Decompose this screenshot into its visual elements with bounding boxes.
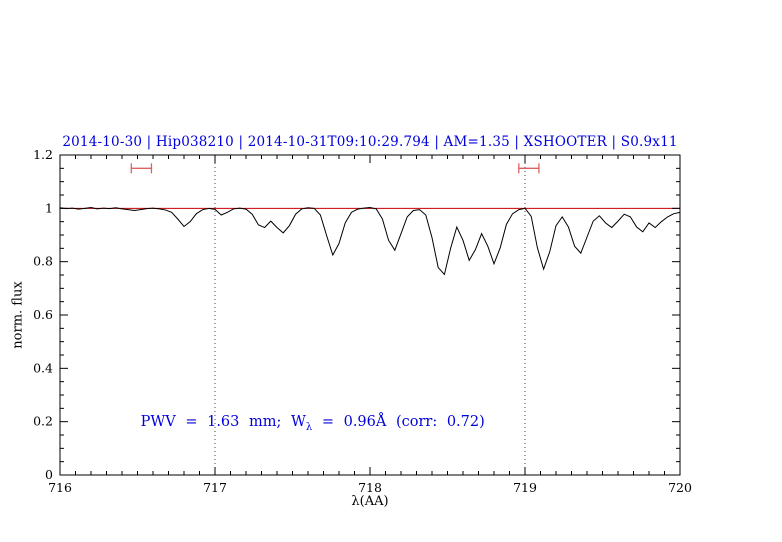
- y-axis-label: norm. flux: [10, 281, 26, 349]
- x-tick-label: 720: [668, 480, 692, 495]
- y-tick-label: 0.4: [33, 360, 53, 375]
- spectrum-line: [59, 207, 681, 276]
- axis-ticks: [59, 154, 681, 476]
- y-tick-label: 1.2: [33, 147, 53, 162]
- y-tick-label: 0: [45, 467, 53, 482]
- interval-marker: [518, 163, 540, 174]
- x-axis-label: λ(AA): [351, 494, 389, 509]
- plot-title: 2014-10-30 | Hip038210 | 2014-10-31T09:1…: [62, 134, 678, 150]
- y-tick-label: 0.2: [33, 414, 53, 429]
- y-tick-label: 0.8: [33, 254, 53, 269]
- lambda-subscript: λ: [305, 421, 313, 433]
- pwv-annotation-text: PWV = 1.63 mm; W: [140, 414, 306, 430]
- y-tick-label: 1: [45, 200, 53, 215]
- x-tick-label: 716: [48, 480, 72, 495]
- x-tick-label: 717: [203, 480, 227, 495]
- x-tick-label: 718: [358, 480, 382, 495]
- y-tick-label: 0.6: [33, 307, 53, 322]
- pwv-annotation-text-2: = 0.96Å (corr: 0.72): [312, 414, 485, 430]
- pwv-annotation: PWV = 1.63 mm; Wλ = 0.96Å (corr: 0.72): [141, 414, 485, 433]
- interval-marker: [130, 163, 153, 174]
- x-tick-label: 719: [513, 480, 537, 495]
